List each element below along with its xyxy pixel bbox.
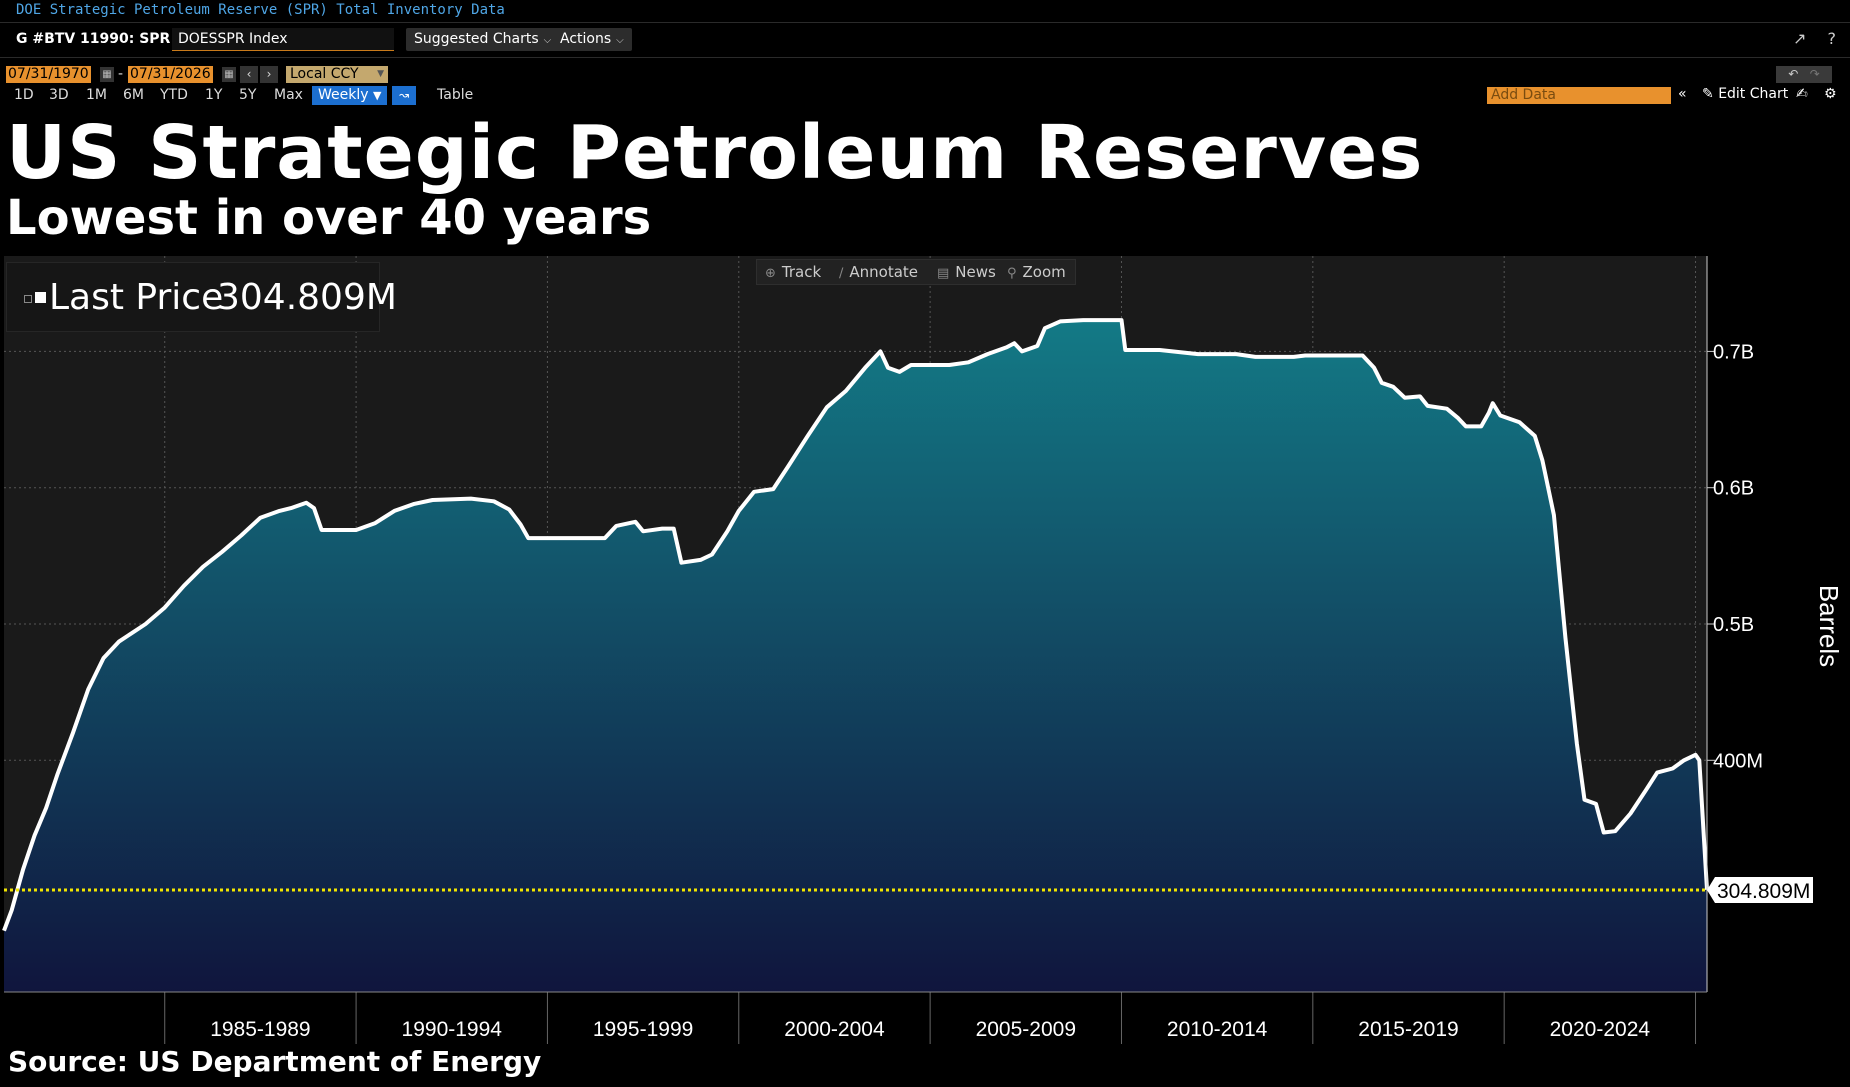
date-range-row: 07/31/1970 ▦ - 07/31/2026 ▦ ‹ › Local CC… [0, 64, 1850, 84]
date-separator: - [118, 66, 124, 82]
collapse-icon[interactable]: « [1678, 86, 1687, 102]
frequency-select[interactable]: Weekly ▼ [312, 86, 388, 105]
actions-label: Actions [560, 31, 612, 47]
x-tick-label: 2000-2004 [784, 1018, 885, 1041]
legend-label: Last Price [49, 277, 224, 318]
range-ytd[interactable]: YTD [160, 87, 188, 103]
track-button[interactable]: ⊕ Track [765, 263, 821, 281]
series-line[interactable] [2, 318, 1709, 932]
next-arrow-icon[interactable]: › [260, 66, 278, 83]
frequency-value: Weekly [318, 87, 369, 103]
legend-value: 304.809M [217, 277, 397, 318]
window-title: DOE Strategic Petroleum Reserve (SPR) To… [16, 2, 505, 18]
help-icon[interactable]: ? [1827, 29, 1837, 48]
ticker-label: G #BTV 11990: SPR [16, 31, 171, 47]
export-icon[interactable]: ↗ [1793, 29, 1807, 48]
y-tick-label: 0.5B [1713, 614, 1754, 636]
track-label: Track [781, 263, 822, 281]
news-icon: ▤ [937, 266, 950, 281]
pencil-icon: ∕ [839, 266, 844, 281]
chart-toolbox: ⊕ Track ∕ Annotate ▤ News ⚲ Zoom [756, 259, 1076, 285]
y-axis: 400M 0.5B 0.6B 0.7B [1706, 256, 1763, 992]
range-1y[interactable]: 1Y [205, 87, 223, 103]
legend-swatch [35, 292, 46, 303]
legend-toggle-icon[interactable] [24, 295, 32, 303]
series-area-fill [4, 320, 1707, 993]
table-button[interactable]: Table [437, 87, 474, 103]
range-1d[interactable]: 1D [14, 87, 34, 103]
x-axis: 1985-1989 1990-1994 1995-1999 2000-2004 2005… [4, 991, 1707, 1044]
crosshair-icon: ⊕ [765, 266, 776, 281]
annotate-label: Annotate [849, 263, 919, 281]
calendar-icon[interactable]: ▦ [100, 67, 114, 82]
edit-chart-button[interactable]: ✎ Edit Chart [1702, 86, 1788, 102]
currency-value: Local CCY [290, 66, 359, 82]
edit-icon[interactable]: ✍ [1796, 86, 1808, 102]
x-tick-label: 1995-1999 [593, 1018, 693, 1041]
suggested-charts-button[interactable]: Suggested Charts ⌵ [406, 28, 560, 51]
x-tick-label: 1990-1994 [402, 1018, 503, 1041]
magnifier-icon: ⚲ [1007, 266, 1017, 281]
last-price-tag: 304.809M [1707, 877, 1813, 904]
actions-button[interactable]: Actions ⌵ [552, 28, 632, 51]
suggested-charts-label: Suggested Charts [414, 31, 539, 47]
top-right-icons: ↗ ? [1777, 29, 1836, 48]
gear-icon[interactable]: ⚙ [1824, 86, 1837, 102]
prev-arrow-icon[interactable]: ‹ [240, 66, 258, 83]
news-label: News [955, 263, 996, 281]
chart-headline: US Strategic Petroleum Reserves [6, 110, 1424, 196]
x-tick-label: 2020-2024 [1550, 1018, 1651, 1041]
range-5y[interactable]: 5Y [239, 87, 257, 103]
last-price-tag-label: 304.809M [1717, 880, 1810, 903]
pencil-icon: ✎ [1702, 86, 1714, 102]
chevron-down-icon: ▼ [372, 89, 382, 102]
chart-area[interactable]: 400M 0.5B 0.6B 0.7B 1985-1989 1990-1994 1995-… [0, 256, 1850, 1046]
redo-icon[interactable]: ↷ [1809, 67, 1820, 81]
window-title-bar: DOE Strategic Petroleum Reserve (SPR) To… [0, 0, 1850, 23]
zoom-button[interactable]: ⚲ Zoom [1007, 263, 1066, 281]
end-date-input[interactable]: 07/31/2026 [128, 66, 213, 83]
annotate-button[interactable]: ∕ Annotate [839, 263, 918, 281]
edit-chart-label: Edit Chart [1718, 86, 1789, 102]
range-max[interactable]: Max [274, 87, 303, 103]
line-chart-icon[interactable]: ↝ [392, 86, 416, 105]
add-data-input[interactable]: Add Data [1487, 87, 1671, 104]
currency-select[interactable]: Local CCY ▼ [286, 66, 388, 83]
range-row: 1D 3D 1M 6M YTD 1Y 5Y Max Weekly ▼ ↝ Tab… [0, 84, 1850, 106]
chart-subheadline: Lowest in over 40 years [6, 190, 652, 246]
chevron-down-icon: ⌵ [616, 35, 624, 46]
zoom-label: Zoom [1022, 263, 1066, 281]
start-date-input[interactable]: 07/31/1970 [6, 66, 91, 83]
x-tick-label: 2010-2014 [1167, 1018, 1268, 1041]
last-price-tag-bg [1707, 877, 1813, 904]
undo-icon[interactable]: ↶ [1788, 67, 1799, 81]
range-1m[interactable]: 1M [86, 87, 107, 103]
x-tick-label: 2015-2019 [1358, 1018, 1458, 1041]
range-3d[interactable]: 3D [49, 87, 69, 103]
y-tick-label: 400M [1713, 750, 1763, 772]
x-tick-label: 1985-1989 [210, 1018, 310, 1041]
command-bar: G #BTV 11990: SPR DOESSPR Index Suggeste… [0, 23, 1850, 58]
range-6m[interactable]: 6M [123, 87, 144, 103]
undo-redo-controls[interactable]: ↶ ↷ [1776, 66, 1832, 83]
chevron-down-icon: ▼ [377, 69, 384, 79]
calendar-icon[interactable]: ▦ [222, 67, 236, 82]
news-button[interactable]: ▤ News [937, 263, 996, 281]
y-tick-label: 0.6B [1713, 478, 1754, 500]
y-tick-label: 0.7B [1713, 341, 1754, 363]
security-input[interactable]: DOESSPR Index [172, 28, 394, 51]
source-note: Source: US Department of Energy [8, 1045, 542, 1078]
x-tick-label: 2005-2009 [976, 1018, 1076, 1041]
y-axis-label: Barrels [1814, 585, 1844, 667]
legend[interactable]: Last Price 304.809M [6, 262, 397, 332]
chevron-down-icon: ⌵ [543, 35, 552, 46]
